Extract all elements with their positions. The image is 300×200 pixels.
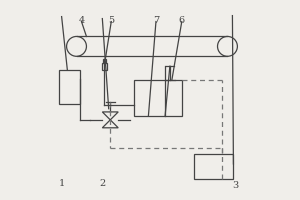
Bar — [58, 70, 80, 104]
Text: 1: 1 — [58, 179, 65, 188]
Text: 3: 3 — [232, 181, 239, 190]
Text: 5: 5 — [108, 16, 114, 25]
Bar — [194, 154, 233, 179]
Text: 2: 2 — [99, 179, 106, 188]
Bar — [134, 80, 182, 116]
Bar — [103, 59, 106, 63]
Text: 4: 4 — [78, 16, 85, 25]
Bar — [101, 63, 107, 70]
Text: 7: 7 — [153, 16, 159, 25]
Text: 6: 6 — [179, 16, 185, 25]
